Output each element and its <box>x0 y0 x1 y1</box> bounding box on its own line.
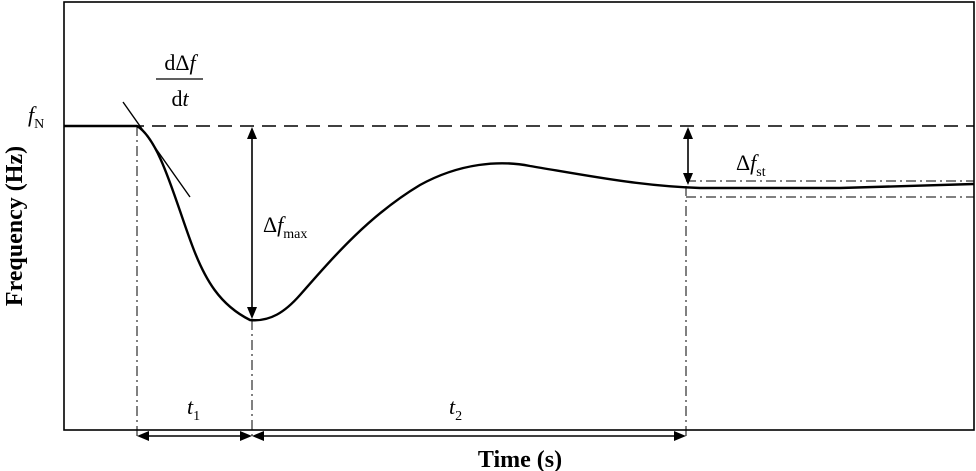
t2-arrowhead-left <box>252 431 264 441</box>
rocof-denominator: dt <box>171 86 189 111</box>
df-max-label: Δfmax <box>263 212 307 242</box>
t2-arrowhead-right <box>674 431 686 441</box>
df-max-arrowhead-top <box>247 127 257 139</box>
df-max-arrowhead-bottom <box>247 307 257 319</box>
df-st-label: Δfst <box>736 150 766 180</box>
fn-label: fN <box>28 102 44 132</box>
df-st-arrowhead-bottom <box>683 173 693 185</box>
x-axis-title: Time (s) <box>478 447 562 471</box>
t1-label: t1 <box>187 394 200 424</box>
t2-label: t2 <box>449 394 462 424</box>
rocof-tangent-line <box>122 101 191 198</box>
t1-arrowhead-left <box>137 431 149 441</box>
t1-arrowhead-right <box>240 431 252 441</box>
rocof-numerator: dΔf <box>164 50 198 75</box>
y-axis-title: Frequency (Hz) <box>2 146 28 306</box>
plot-frame <box>63 1 975 431</box>
frequency-curve <box>64 124 975 322</box>
df-st-arrowhead-top <box>683 127 693 139</box>
